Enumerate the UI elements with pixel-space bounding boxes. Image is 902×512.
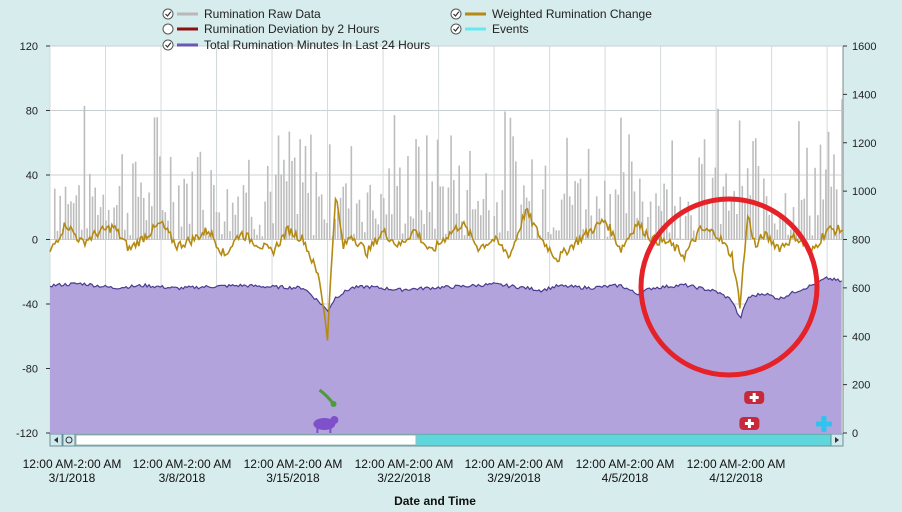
red-circle-annotation — [638, 196, 820, 378]
x-tick-time: 12:00 AM-2:00 AM — [23, 457, 122, 471]
legend-label: Weighted Rumination Change — [492, 7, 652, 21]
y-right-tick-label: 1000 — [852, 186, 876, 198]
x-tick-date: 3/29/2018 — [487, 471, 541, 485]
y-left-tick-label: 120 — [20, 41, 38, 53]
legend-checkbox — [162, 23, 174, 35]
calf-leg — [329, 428, 332, 433]
y-left-tick-label: 40 — [26, 170, 38, 182]
legend-item: Rumination Raw Data — [162, 7, 321, 21]
annotation-ellipse — [638, 196, 820, 378]
total-rumination-series — [49, 276, 842, 433]
y-right-tick-label: 400 — [852, 331, 870, 343]
health-cross-h — [744, 422, 754, 425]
calf-leg — [316, 428, 319, 433]
x-tick-time: 12:00 AM-2:00 AM — [133, 457, 232, 471]
x-axis-title: Date and Time — [394, 494, 476, 508]
y-left-tick-label: 0 — [32, 235, 38, 247]
legend-label: Events — [492, 22, 529, 36]
heat-icon — [318, 388, 337, 407]
y-right-tick-label: 1400 — [852, 89, 876, 101]
total-rumination-line — [49, 276, 842, 319]
scroll-thumb[interactable] — [75, 434, 417, 446]
legend-label: Rumination Deviation by 2 Hours — [204, 22, 379, 36]
calf-head — [330, 416, 339, 424]
y-left-tick-label: -80 — [22, 364, 38, 376]
right-y-axis: 1600 1400 1200 1000 800 600 400 200 0 — [843, 41, 876, 440]
x-tick-time: 12:00 AM-2:00 AM — [576, 457, 675, 471]
y-left-tick-label: 80 — [26, 106, 38, 118]
legend-label: Total Rumination Minutes In Last 24 Hour… — [204, 38, 430, 52]
x-tick-date: 3/22/2018 — [377, 471, 431, 485]
treatment-icon — [815, 416, 832, 432]
plus-h — [815, 421, 832, 427]
time-scrollbar[interactable] — [49, 433, 844, 447]
y-left-tick-label: -40 — [22, 299, 38, 311]
x-tick-time: 12:00 AM-2:00 AM — [355, 457, 454, 471]
x-tick-time: 12:00 AM-2:00 AM — [687, 457, 786, 471]
health-cross-h — [749, 396, 759, 399]
legend-item: Weighted Rumination Change — [450, 7, 652, 21]
y-right-tick-label: 600 — [852, 283, 870, 295]
y-right-tick-label: 0 — [852, 428, 858, 440]
legend-item: Events — [450, 22, 529, 36]
legend-checkbox — [450, 23, 462, 35]
check-icon — [453, 26, 460, 32]
y-right-tick-label: 800 — [852, 235, 870, 247]
weighted-change-line — [49, 196, 844, 341]
check-icon — [165, 11, 172, 17]
legend: Rumination Raw Data Weighted Rumination C… — [162, 7, 652, 52]
x-tick-time: 12:00 AM-2:00 AM — [465, 457, 564, 471]
raw-data-bars — [53, 99, 843, 240]
chevron-right-icon[interactable] — [835, 437, 839, 443]
scroll-zoom-button[interactable] — [62, 433, 76, 447]
legend-checkbox — [450, 8, 462, 20]
weighted-change-series — [49, 196, 844, 341]
y-right-tick-label: 200 — [852, 380, 870, 392]
x-tick-date: 3/1/2018 — [49, 471, 96, 485]
legend-checkbox — [162, 39, 174, 51]
health-icon — [744, 391, 765, 404]
event-icons — [313, 388, 832, 433]
calving-icon — [313, 416, 339, 433]
x-tick-date: 4/12/2018 — [709, 471, 763, 485]
y-left-tick-label: -120 — [16, 428, 38, 440]
legend-item: Rumination Deviation by 2 Hours — [162, 22, 379, 36]
x-tick-time: 12:00 AM-2:00 AM — [244, 457, 343, 471]
check-icon — [453, 11, 460, 17]
left-y-axis: 120 80 40 0 -40 -80 -120 — [16, 41, 50, 440]
x-tick-date: 3/8/2018 — [159, 471, 206, 485]
zoom-icon[interactable] — [65, 436, 73, 444]
calf-body — [313, 418, 336, 430]
y-right-tick-label: 1200 — [852, 138, 876, 150]
legend-checkbox — [162, 8, 174, 20]
chevron-left-icon[interactable] — [54, 437, 58, 443]
total-rumination-area — [50, 276, 842, 433]
check-icon — [165, 42, 172, 48]
legend-item: Total Rumination Minutes In Last 24 Hour… — [162, 38, 430, 52]
health-icon — [739, 417, 760, 430]
legend-label: Rumination Raw Data — [204, 7, 321, 21]
x-tick-date: 4/5/2018 — [602, 471, 649, 485]
heat-dot — [330, 401, 337, 407]
x-tick-date: 3/15/2018 — [266, 471, 320, 485]
y-right-tick-label: 1600 — [852, 41, 876, 53]
